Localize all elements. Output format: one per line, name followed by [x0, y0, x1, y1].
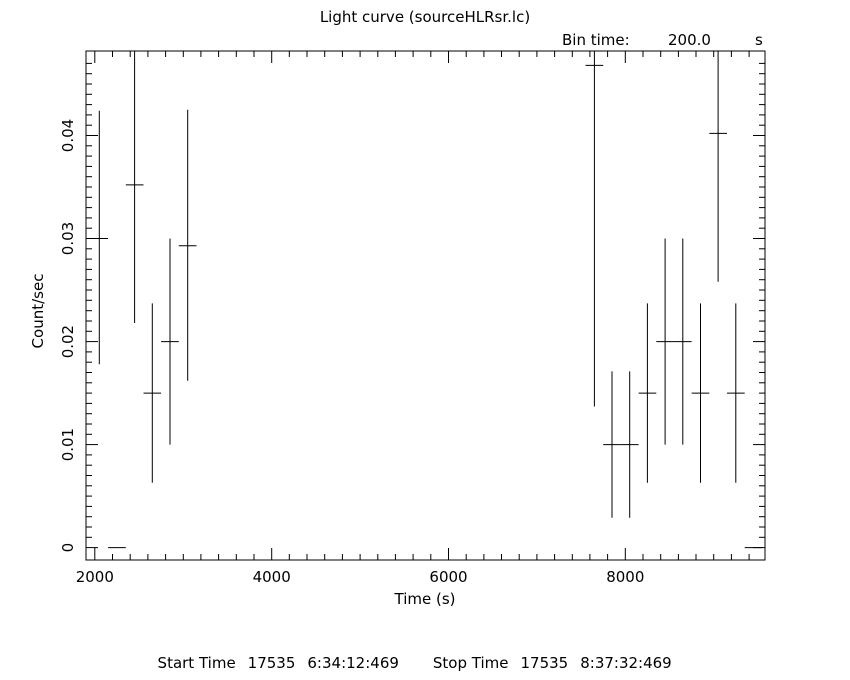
- stop-time-value: 8:37:32:469: [580, 654, 672, 672]
- data-point: [161, 238, 179, 445]
- start-time-value: 6:34:12:469: [307, 654, 399, 672]
- data-point: [178, 109, 197, 381]
- data-point: [709, 51, 727, 282]
- x-axis-tick-labels: 2000 4000 6000 8000: [76, 568, 645, 586]
- bin-time-unit: s: [755, 31, 763, 49]
- data-point: [125, 51, 144, 323]
- x-tick-label: 2000: [76, 568, 114, 586]
- time-range-footer: Start Time 17535 6:34:12:469 Stop Time 17535…: [148, 636, 672, 672]
- data-point: [603, 371, 621, 518]
- y-axis-tick-labels: 0 0.01 0.02 0.03 0.04: [59, 119, 77, 553]
- stop-time-label: Stop Time: [432, 654, 509, 672]
- y-tick-label: 0.04: [59, 119, 77, 152]
- bin-time-value: 200.0: [668, 31, 711, 49]
- y-tick-label: 0.01: [59, 428, 77, 461]
- data-point: [143, 303, 162, 483]
- data-point: [656, 238, 674, 445]
- stop-day: 17535: [520, 654, 569, 672]
- data-point: [691, 303, 710, 483]
- data-point: [585, 51, 604, 407]
- x-axis-ticks: [94, 51, 750, 560]
- bin-time-label: Bin time:: [562, 31, 630, 49]
- data-point: [727, 303, 745, 483]
- x-tick-label: 8000: [606, 568, 644, 586]
- data-point: [90, 110, 109, 365]
- x-tick-label: 6000: [429, 568, 467, 586]
- plot-frame: [85, 50, 766, 561]
- start-time-label: Start Time: [157, 654, 236, 672]
- chart-title: Light curve (sourceHLRsr.lc): [320, 8, 530, 26]
- data-point: [620, 371, 639, 518]
- data-points: [90, 51, 763, 549]
- data-point: [638, 303, 657, 483]
- y-tick-label: 0: [59, 543, 77, 553]
- y-tick-label: 0.03: [59, 222, 77, 255]
- y-axis-label: Count/sec: [29, 274, 47, 349]
- x-axis-label: Time (s): [394, 590, 456, 608]
- data-point: [673, 238, 692, 445]
- x-tick-label: 4000: [253, 568, 291, 586]
- start-day: 17535: [247, 654, 296, 672]
- y-tick-label: 0.02: [59, 325, 77, 358]
